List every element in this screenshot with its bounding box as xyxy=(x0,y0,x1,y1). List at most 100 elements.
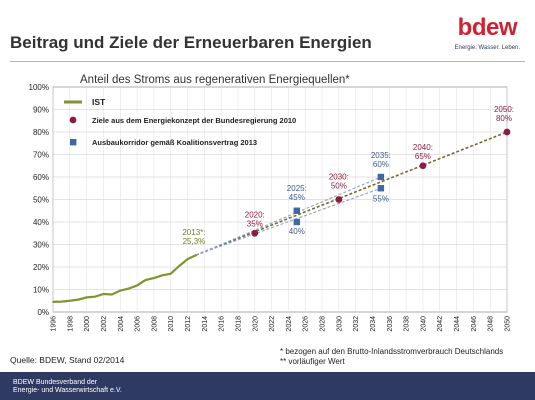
ist-point xyxy=(127,287,130,290)
footnote-1: * bezogen auf den Brutto-Inlandsstromver… xyxy=(280,347,504,356)
x-tick-label: 2032 xyxy=(353,316,360,332)
ist-point xyxy=(52,300,54,303)
x-tick-label: 2046 xyxy=(471,316,478,332)
ist-line xyxy=(52,254,197,303)
x-tick-label: 2048 xyxy=(488,316,495,332)
annotation-label: 2020: xyxy=(245,210,265,219)
ist-point xyxy=(68,299,71,302)
x-tick-label: 2042 xyxy=(437,316,444,332)
y-tick-label: 0% xyxy=(37,308,49,317)
bdew-logo: bdew xyxy=(457,14,518,41)
ist-point xyxy=(144,279,147,281)
trend-line xyxy=(195,176,382,256)
x-tick-label: 2028 xyxy=(320,316,327,332)
ist-point xyxy=(77,298,80,301)
x-tick-label: 1998 xyxy=(67,316,74,332)
ist-point xyxy=(85,296,88,299)
x-tick-label: 2040 xyxy=(420,316,427,332)
footer-band: BDEW Bundesverband der Energie- und Wass… xyxy=(0,372,535,400)
trend-line xyxy=(195,131,508,256)
annotation-label: 35% xyxy=(247,219,263,228)
annotation-label: 50% xyxy=(331,182,347,191)
x-tick-label: 2020 xyxy=(252,316,259,332)
legend-label: Ausbaukorridor gemäß Koalitionsvertrag 2… xyxy=(92,138,257,147)
x-tick-label: 2050 xyxy=(505,316,512,332)
x-tick-label: 2014 xyxy=(202,316,209,332)
y-tick-label: 90% xyxy=(33,106,49,115)
y-tick-label: 70% xyxy=(33,151,49,160)
trend-line xyxy=(195,187,382,256)
x-tick-label: 2012 xyxy=(185,316,192,332)
y-tick-label: 60% xyxy=(33,173,49,182)
ziel-point xyxy=(335,196,343,203)
x-tick-label: 2006 xyxy=(135,316,142,332)
x-tick-label: 2038 xyxy=(404,316,411,332)
x-tick-label: 2036 xyxy=(387,316,394,332)
ist-point xyxy=(110,293,113,296)
annotation-label: 2025: xyxy=(287,184,307,193)
annotation-label: 65% xyxy=(415,152,431,161)
x-tick-label: 2034 xyxy=(370,316,377,332)
annotation-label: 2050: xyxy=(494,105,514,114)
legend-swatch-korridor xyxy=(70,139,77,146)
legend-swatch-ziele xyxy=(69,116,77,124)
title-divider xyxy=(10,61,525,62)
x-tick-label: 1996 xyxy=(51,316,58,332)
korridor-point xyxy=(377,185,385,192)
footer-line-1: BDEW Bundesverband der xyxy=(13,379,98,386)
y-tick-label: 20% xyxy=(33,263,49,272)
ist-point xyxy=(186,258,189,261)
annotation-label: 2013*: xyxy=(182,228,205,237)
ist-point xyxy=(136,284,138,287)
ist-point xyxy=(94,295,96,298)
footer-line-2: Energie- und Wasserwirtschaft e.V. xyxy=(13,387,122,394)
chart-subtitle: Anteil des Stroms aus regenerativen Ener… xyxy=(80,74,350,86)
annotation-label: 2040: xyxy=(413,143,433,152)
x-tick-label: 2030 xyxy=(336,316,343,332)
x-tick-label: 2002 xyxy=(101,316,108,332)
x-tick-label: 2004 xyxy=(118,316,125,332)
annotation-label: 40% xyxy=(289,227,305,236)
x-tick-label: 2024 xyxy=(286,316,293,332)
y-tick-label: 30% xyxy=(33,241,49,250)
annotation-label: 45% xyxy=(289,193,305,202)
y-tick-label: 40% xyxy=(33,218,49,227)
x-tick-label: 2010 xyxy=(168,316,175,332)
x-tick-label: 2000 xyxy=(84,316,91,332)
x-tick-label: 2016 xyxy=(219,316,226,332)
y-tick-label: 80% xyxy=(33,128,49,137)
logo-tagline: Energie. Wasser. Leben. xyxy=(454,45,520,51)
legend-label: IST xyxy=(92,97,106,107)
ist-point xyxy=(119,289,122,292)
x-tick-label: 2018 xyxy=(235,316,242,332)
annotation-label: 80% xyxy=(496,114,512,123)
ziel-point xyxy=(419,162,427,170)
korridor-point xyxy=(377,173,385,181)
korridor-point xyxy=(293,207,301,214)
ist-point xyxy=(60,300,63,303)
x-tick-label: 2008 xyxy=(151,316,158,332)
y-tick-label: 50% xyxy=(33,196,49,205)
annotation-label: 60% xyxy=(373,160,389,169)
annotation-label: 2035: xyxy=(371,151,391,160)
x-tick-label: 2022 xyxy=(269,316,276,332)
ist-point xyxy=(195,254,197,256)
ist-point xyxy=(178,265,181,267)
ist-point xyxy=(161,274,164,277)
ziel-point xyxy=(251,229,259,237)
ist-point xyxy=(169,272,172,275)
ist-point xyxy=(152,277,155,279)
x-tick-label: 2044 xyxy=(454,316,461,332)
korridor-point xyxy=(293,218,301,226)
annotation-label: 55% xyxy=(373,194,389,203)
ziel-point xyxy=(503,128,511,136)
annotation-label: 25,3% xyxy=(183,237,206,246)
ist-point xyxy=(102,293,105,295)
annotation-label: 2030: xyxy=(329,173,349,182)
footnote-2: ** vorläufiger Wert xyxy=(280,357,345,366)
y-tick-label: 100% xyxy=(29,83,49,92)
slide-title: Beitrag und Ziele der Erneuerbaren Energ… xyxy=(10,33,372,52)
x-tick-label: 2026 xyxy=(303,316,310,332)
